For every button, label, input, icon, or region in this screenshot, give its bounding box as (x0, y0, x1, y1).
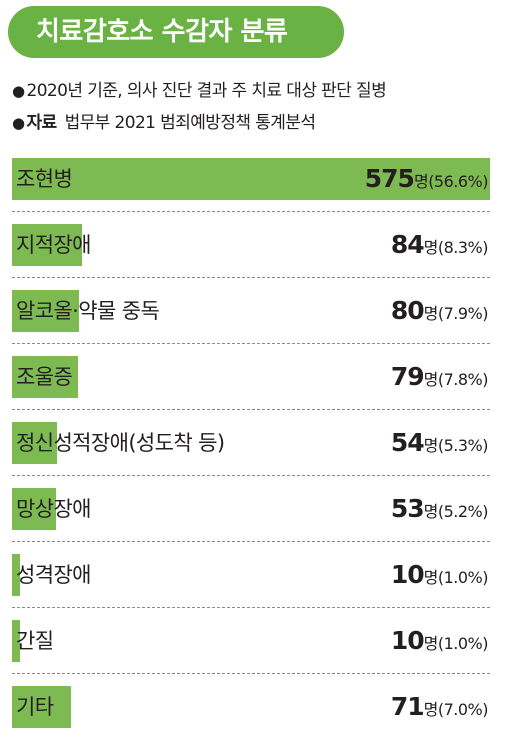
value-unit: 명 (423, 634, 439, 653)
value-number: 54 (390, 428, 425, 457)
data-label: 53명(5.2%) (390, 488, 489, 530)
category-label: 지적장애 (16, 233, 91, 257)
category-label: 조울증 (16, 365, 73, 389)
value-unit: 명 (423, 502, 439, 521)
value-unit: 명 (423, 568, 439, 587)
bar-row: 조현병 575명(56.6%) (12, 154, 490, 220)
category-label: 알코올·약물 중독 (16, 299, 160, 323)
bar (12, 356, 78, 398)
row-divider (12, 475, 490, 476)
category-label: 성격장애 (16, 563, 91, 587)
category-label: 기타 (16, 695, 54, 719)
value-unit: 명 (423, 700, 439, 719)
value-unit: 명 (423, 436, 439, 455)
bar (12, 686, 72, 728)
bar (12, 488, 57, 530)
value-unit: 명 (413, 172, 429, 191)
row-divider (12, 277, 490, 278)
bar (12, 158, 490, 200)
category-label: 망상장애 (16, 497, 91, 521)
value-percent: (56.6%) (428, 172, 488, 191)
data-label: 10명(1.0%) (390, 554, 489, 596)
bar (12, 620, 21, 662)
row-divider (12, 409, 490, 410)
value-percent: (5.2%) (437, 502, 489, 521)
value-unit: 명 (423, 304, 439, 323)
bar (12, 224, 82, 266)
bar (12, 290, 79, 332)
value-number: 53 (390, 494, 425, 523)
data-label: 71명(7.0%) (390, 686, 489, 728)
row-divider (12, 211, 490, 212)
value-percent: (1.0%) (437, 568, 489, 587)
bullet-icon: ● (12, 114, 25, 132)
bar-row: 조울증 79명(7.8%) (12, 352, 490, 418)
category-label: 정신성적장애(성도착 등) (16, 431, 225, 455)
bar-row: 지적장애 84명(8.3%) (12, 220, 490, 286)
data-label: 79명(7.8%) (390, 356, 489, 398)
bar-row: 망상장애 53명(5.2%) (12, 484, 490, 550)
source-label: 자료 (26, 113, 58, 133)
chart-title: 치료감호소 수감자 분류 (8, 6, 344, 58)
value-number: 10 (390, 560, 425, 589)
row-divider (12, 343, 490, 344)
value-number: 575 (364, 164, 415, 193)
value-percent: (7.9%) (437, 304, 489, 323)
bar-row: 알코올·약물 중독 80명(7.9%) (12, 286, 490, 352)
category-label: 조현병 (16, 167, 73, 191)
value-percent: (5.3%) (437, 436, 489, 455)
row-divider (12, 607, 490, 608)
value-unit: 명 (423, 238, 439, 257)
value-number: 71 (390, 692, 425, 721)
data-label: 575명(56.6%) (364, 158, 489, 200)
bar-row: 성격장애 10명(1.0%) (12, 550, 490, 616)
bar (12, 554, 21, 596)
note-basis-text: 2020년 기준, 의사 진단 결과 주 치료 대상 판단 질병 (26, 81, 387, 101)
value-percent: (7.8%) (437, 370, 489, 389)
note-basis: ● 2020년 기준, 의사 진단 결과 주 치료 대상 판단 질병 (12, 76, 387, 101)
data-label: 10명(1.0%) (390, 620, 489, 662)
category-label: 간질 (16, 629, 54, 653)
bar (12, 422, 57, 464)
source-text: 법무부 2021 범죄예방정책 통계분석 (64, 113, 316, 133)
bar-row: 정신성적장애(성도착 등) 54명(5.3%) (12, 418, 490, 484)
value-number: 10 (390, 626, 425, 655)
value-number: 84 (390, 230, 425, 259)
data-label: 54명(5.3%) (390, 422, 489, 464)
bullet-icon: ● (12, 82, 25, 100)
note-source: ● 자료 법무부 2021 범죄예방정책 통계분석 (12, 108, 316, 133)
bar-chart: 조현병 575명(56.6%) 지적장애 84명(8.3%) 알코올·약물 중독 80명(… (12, 154, 490, 748)
value-number: 79 (390, 362, 425, 391)
row-divider (12, 541, 490, 542)
bar-row: 간질 10명(1.0%) (12, 616, 490, 682)
row-divider (12, 673, 490, 674)
data-label: 84명(8.3%) (390, 224, 489, 266)
data-label: 80명(7.9%) (390, 290, 489, 332)
bar-row: 기타 71명(7.0%) (12, 682, 490, 748)
value-unit: 명 (423, 370, 439, 389)
value-number: 80 (390, 296, 425, 325)
value-percent: (8.3%) (437, 238, 489, 257)
value-percent: (7.0%) (437, 700, 489, 719)
value-percent: (1.0%) (437, 634, 489, 653)
